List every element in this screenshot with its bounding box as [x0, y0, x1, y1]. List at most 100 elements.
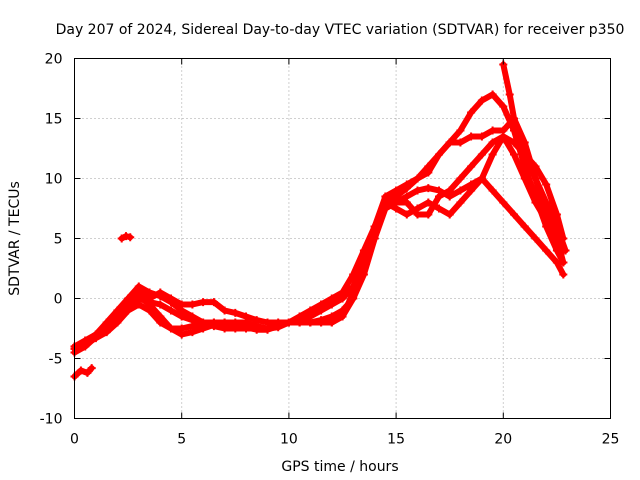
data-point [435, 192, 443, 201]
data-point [510, 138, 518, 147]
data-point [188, 328, 197, 337]
data-point [231, 308, 240, 317]
data-point [413, 174, 422, 183]
data-point [113, 311, 122, 320]
y-tick-label: 5 [54, 232, 63, 248]
data-point [359, 264, 368, 273]
data-point [83, 368, 92, 377]
data-point [477, 96, 486, 105]
data-point [91, 330, 100, 339]
data-point [284, 318, 293, 327]
data-point [488, 186, 497, 195]
data-point [499, 198, 508, 207]
data-point [505, 90, 514, 99]
data-point [413, 210, 422, 219]
series-3 [70, 132, 568, 351]
data-point [76, 366, 85, 375]
data-point [499, 102, 508, 111]
data-point [445, 186, 454, 195]
data-point [445, 210, 454, 219]
data-point [124, 301, 133, 310]
data-point [188, 316, 197, 325]
data-point [199, 298, 208, 307]
data-point [327, 318, 336, 327]
data-point [561, 246, 570, 255]
y-tick-label: 15 [45, 112, 63, 128]
data-point [381, 198, 390, 207]
data-point [520, 150, 529, 159]
data-point [242, 324, 250, 333]
data-point [456, 138, 465, 147]
data-point [134, 294, 143, 303]
data-point [456, 174, 465, 183]
data-point [209, 322, 218, 331]
data-point [542, 198, 551, 207]
data-point [520, 222, 529, 231]
data-point [167, 324, 175, 333]
data-point [199, 318, 208, 327]
y-axis-label: SDTVAR / TECUs [7, 181, 23, 296]
y-tick-label: 20 [45, 52, 63, 68]
data-point [81, 337, 90, 346]
data-point [488, 126, 497, 135]
data-point [510, 150, 518, 159]
data-point [188, 300, 197, 309]
data-point [349, 294, 358, 303]
data-point [424, 168, 433, 177]
data-point [488, 150, 497, 159]
data-point [467, 186, 476, 195]
data-point [231, 324, 240, 333]
x-tick-label: 15 [387, 432, 405, 448]
data-point [122, 232, 130, 241]
data-point [542, 216, 551, 225]
data-point [531, 234, 540, 243]
data-point [435, 150, 443, 159]
data-point [317, 300, 326, 309]
data-point [156, 300, 165, 309]
data-point [424, 210, 433, 219]
grid [74, 58, 611, 419]
data-point [424, 198, 433, 207]
data-point [252, 324, 261, 333]
data-point [445, 138, 454, 147]
data-point [167, 306, 175, 315]
series-8 [117, 232, 135, 243]
y-tick-label: 0 [54, 292, 63, 308]
x-tick-label: 10 [280, 432, 298, 448]
data-point [477, 132, 486, 141]
data-point [242, 312, 250, 321]
series-6 [499, 60, 570, 255]
data-point [252, 316, 261, 325]
data-point [220, 324, 229, 333]
data-point [392, 198, 401, 207]
data-point [559, 270, 568, 279]
data-point [499, 132, 508, 141]
data-point [117, 234, 126, 243]
data-point [220, 306, 229, 315]
data-point [552, 222, 561, 231]
data-point [402, 184, 411, 193]
data-point [156, 312, 165, 321]
data-point [126, 233, 135, 242]
data-point [263, 324, 272, 333]
data-point [520, 174, 529, 183]
series-5 [70, 132, 568, 351]
series-2 [70, 90, 568, 357]
data-point [402, 198, 411, 207]
data-point [349, 270, 358, 279]
x-axis-label: GPS time / hours [281, 459, 398, 475]
data-point [542, 246, 551, 255]
data-point [456, 198, 465, 207]
data-point [156, 288, 165, 297]
data-point [177, 312, 186, 321]
data-point [542, 180, 551, 189]
data-point [327, 294, 336, 303]
data-point [370, 228, 379, 237]
data-point [435, 204, 443, 213]
data-point [467, 132, 476, 141]
data-point [512, 126, 521, 135]
data-point [113, 318, 122, 327]
data-point [413, 186, 422, 195]
x-tick-label: 20 [494, 432, 512, 448]
